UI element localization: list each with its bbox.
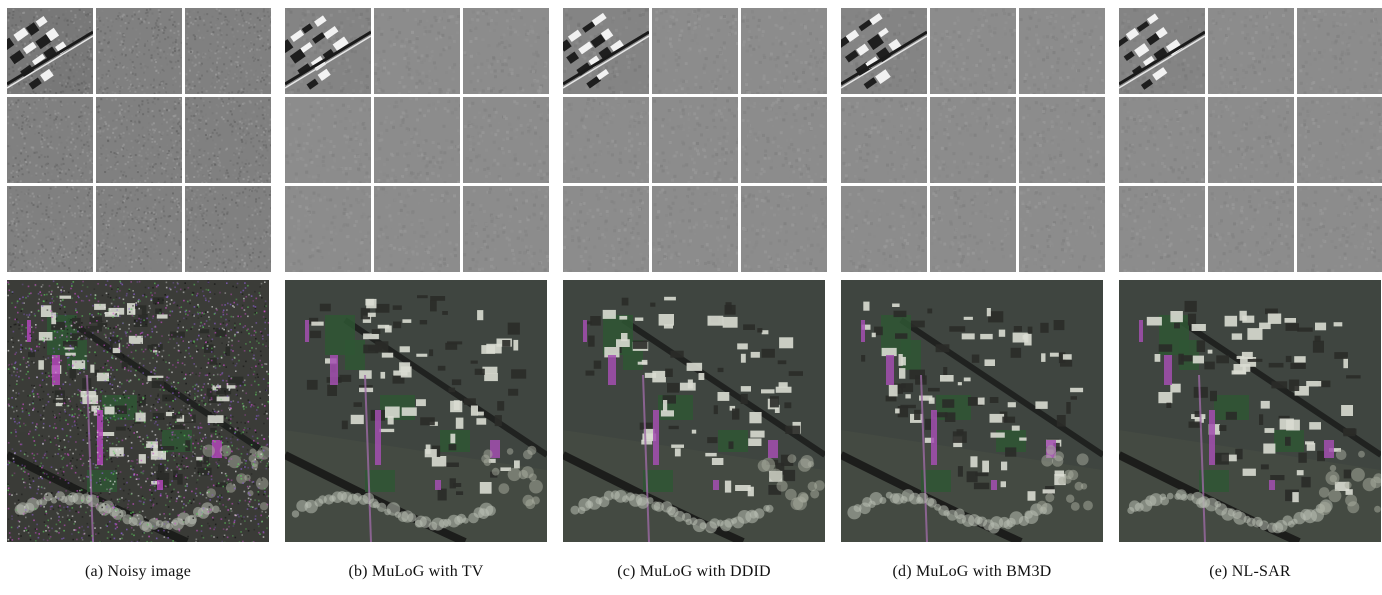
channel-tile-8 bbox=[930, 186, 1016, 272]
caption-d: (d) MuLoG with BM3D bbox=[892, 563, 1052, 580]
channel-tile-8 bbox=[96, 186, 182, 272]
channel-grid bbox=[285, 8, 549, 272]
caption-e: (e) NL-SAR bbox=[1209, 563, 1291, 580]
panel-mulog-ddid bbox=[563, 8, 827, 542]
channel-tile-9 bbox=[185, 186, 271, 272]
panel-nl-sar bbox=[1119, 8, 1382, 542]
channel-tile-1 bbox=[7, 8, 93, 94]
channel-tile-5 bbox=[1208, 97, 1294, 183]
channel-tile-7 bbox=[841, 186, 927, 272]
channel-tile-3 bbox=[741, 8, 827, 94]
channel-tile-6 bbox=[741, 97, 827, 183]
channel-tile-5 bbox=[374, 97, 460, 183]
channel-tile-1 bbox=[1119, 8, 1205, 94]
channel-tile-5 bbox=[930, 97, 1016, 183]
channel-tile-6 bbox=[1019, 97, 1105, 183]
channel-tile-9 bbox=[741, 186, 827, 272]
channel-grid bbox=[7, 8, 271, 272]
channel-tile-9 bbox=[463, 186, 549, 272]
channel-tile-7 bbox=[7, 186, 93, 272]
caption-b: (b) MuLoG with TV bbox=[348, 563, 484, 580]
channel-tile-8 bbox=[1208, 186, 1294, 272]
channel-tile-2 bbox=[374, 8, 460, 94]
composite-image bbox=[563, 280, 825, 542]
channel-tile-4 bbox=[1119, 97, 1205, 183]
channel-tile-8 bbox=[374, 186, 460, 272]
channel-grid bbox=[563, 8, 827, 272]
channel-tile-3 bbox=[1019, 8, 1105, 94]
channel-tile-9 bbox=[1297, 186, 1382, 272]
channel-tile-4 bbox=[285, 97, 371, 183]
composite-image bbox=[841, 280, 1103, 542]
channel-tile-1 bbox=[285, 8, 371, 94]
channel-tile-5 bbox=[652, 97, 738, 183]
channel-tile-4 bbox=[841, 97, 927, 183]
channel-grid bbox=[841, 8, 1105, 272]
channel-tile-2 bbox=[96, 8, 182, 94]
channel-tile-4 bbox=[7, 97, 93, 183]
panel-noisy bbox=[7, 8, 271, 542]
channel-tile-3 bbox=[1297, 8, 1382, 94]
composite-image bbox=[1119, 280, 1381, 542]
channel-tile-3 bbox=[463, 8, 549, 94]
channel-tile-4 bbox=[563, 97, 649, 183]
channel-tile-7 bbox=[563, 186, 649, 272]
channel-tile-7 bbox=[1119, 186, 1205, 272]
channel-tile-8 bbox=[652, 186, 738, 272]
channel-tile-5 bbox=[96, 97, 182, 183]
channel-tile-6 bbox=[1297, 97, 1382, 183]
channel-tile-1 bbox=[563, 8, 649, 94]
channel-tile-2 bbox=[652, 8, 738, 94]
composite-image bbox=[285, 280, 547, 542]
channel-grid bbox=[1119, 8, 1382, 272]
channel-tile-3 bbox=[185, 8, 271, 94]
panel-mulog-bm3d bbox=[841, 8, 1105, 542]
channel-tile-6 bbox=[463, 97, 549, 183]
channel-tile-2 bbox=[1208, 8, 1294, 94]
channel-tile-2 bbox=[930, 8, 1016, 94]
caption-c: (c) MuLoG with DDID bbox=[617, 563, 771, 580]
channel-tile-9 bbox=[1019, 186, 1105, 272]
caption-a: (a) Noisy image bbox=[84, 563, 192, 580]
channel-tile-7 bbox=[285, 186, 371, 272]
panel-mulog-tv bbox=[285, 8, 549, 542]
channel-tile-1 bbox=[841, 8, 927, 94]
channel-tile-6 bbox=[185, 97, 271, 183]
composite-image bbox=[7, 280, 269, 542]
